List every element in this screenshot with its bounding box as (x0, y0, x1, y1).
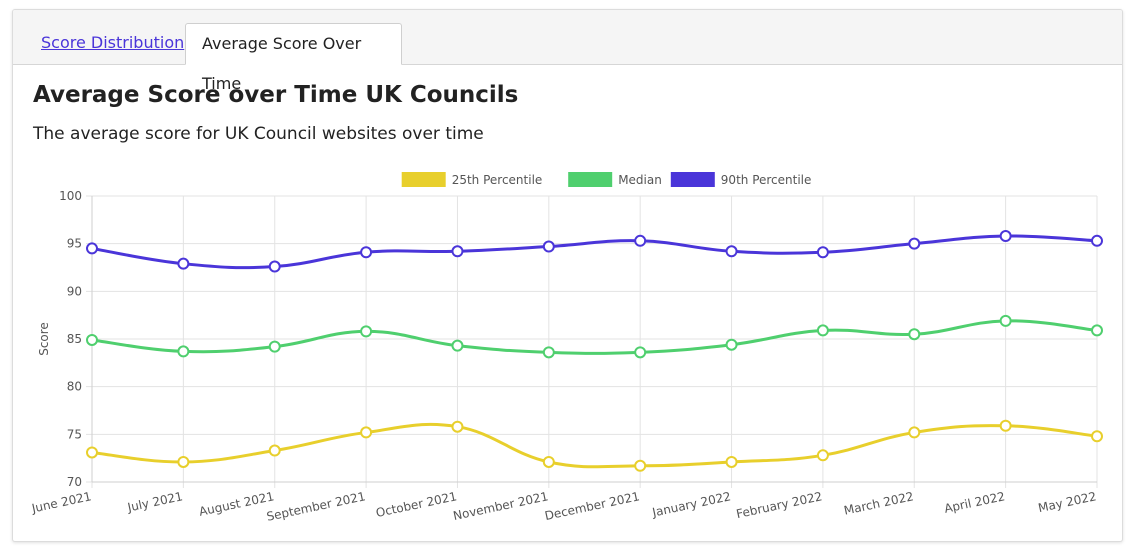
data-point (1091, 324, 1103, 337)
chart-title: Average Score over Time UK Councils (33, 82, 519, 108)
tab-score-distribution[interactable]: Score Distribution (41, 33, 185, 52)
y-tick-label: 90 (67, 284, 82, 298)
x-tick-label: April 2022 (943, 489, 1006, 516)
data-point (542, 240, 555, 253)
y-tick-label: 100 (59, 189, 82, 203)
data-point (177, 455, 190, 468)
data-point (908, 328, 921, 341)
x-tick-label: October 2021 (375, 489, 459, 520)
legend-label: Median (618, 173, 662, 187)
data-point (1091, 430, 1103, 443)
chart-card: Score Distribution Average Score Over Ti… (12, 9, 1123, 542)
data-point (725, 245, 738, 258)
x-tick-label: August 2021 (198, 489, 276, 519)
data-point (725, 455, 738, 468)
data-point (451, 339, 464, 352)
series-line (91, 319, 1098, 355)
x-tick-label: July 2021 (125, 489, 184, 515)
data-point (86, 333, 98, 346)
tab-average-score-over-time[interactable]: Average Score Over Time (185, 23, 402, 93)
data-point (177, 257, 190, 270)
x-tick-label: June 2021 (30, 489, 93, 515)
y-tick-label: 70 (67, 475, 82, 489)
y-tick-label: 95 (67, 237, 82, 251)
tab-bar: Score Distribution Average Score Over Ti… (13, 10, 1122, 93)
data-point (725, 338, 738, 351)
data-point (542, 346, 555, 359)
data-point (634, 234, 647, 247)
data-point (360, 246, 373, 259)
legend-label: 90th Percentile (721, 173, 812, 187)
data-point (268, 260, 281, 273)
data-point (268, 444, 281, 457)
data-point (451, 420, 464, 433)
chart-subtitle: The average score for UK Council website… (33, 124, 484, 144)
y-tick-label: 85 (67, 332, 82, 346)
data-point (86, 446, 98, 459)
data-point (177, 345, 190, 358)
y-axis-title: Score (37, 322, 51, 356)
legend-swatch (401, 172, 446, 187)
y-tick-label: 75 (67, 427, 82, 441)
legend-swatch (670, 172, 715, 187)
series-line (91, 234, 1098, 270)
data-point (999, 230, 1012, 243)
data-point (908, 426, 921, 439)
data-point (542, 455, 555, 468)
data-point (908, 237, 921, 250)
x-tick-label: February 2022 (735, 489, 824, 521)
data-point (999, 419, 1012, 432)
data-point (816, 449, 829, 462)
data-point (360, 426, 373, 439)
data-point (816, 324, 829, 337)
data-point (634, 459, 647, 472)
data-point (86, 242, 98, 255)
y-tick-label: 80 (67, 380, 82, 394)
x-tick-label: December 2021 (543, 489, 640, 523)
series-line (91, 422, 1098, 469)
data-point (634, 346, 647, 359)
x-tick-label: September 2021 (265, 489, 366, 524)
x-tick-label: November 2021 (452, 489, 550, 523)
data-point (1091, 234, 1103, 247)
data-point (360, 325, 373, 338)
x-tick-label: May 2022 (1037, 489, 1098, 515)
x-tick-label: March 2022 (843, 489, 915, 517)
data-point (451, 245, 464, 258)
data-point (999, 314, 1012, 327)
data-point (268, 340, 281, 353)
legend-label: 25th Percentile (452, 173, 543, 187)
data-point (816, 246, 829, 259)
x-tick-label: January 2022 (650, 489, 732, 520)
legend-swatch (568, 172, 613, 187)
